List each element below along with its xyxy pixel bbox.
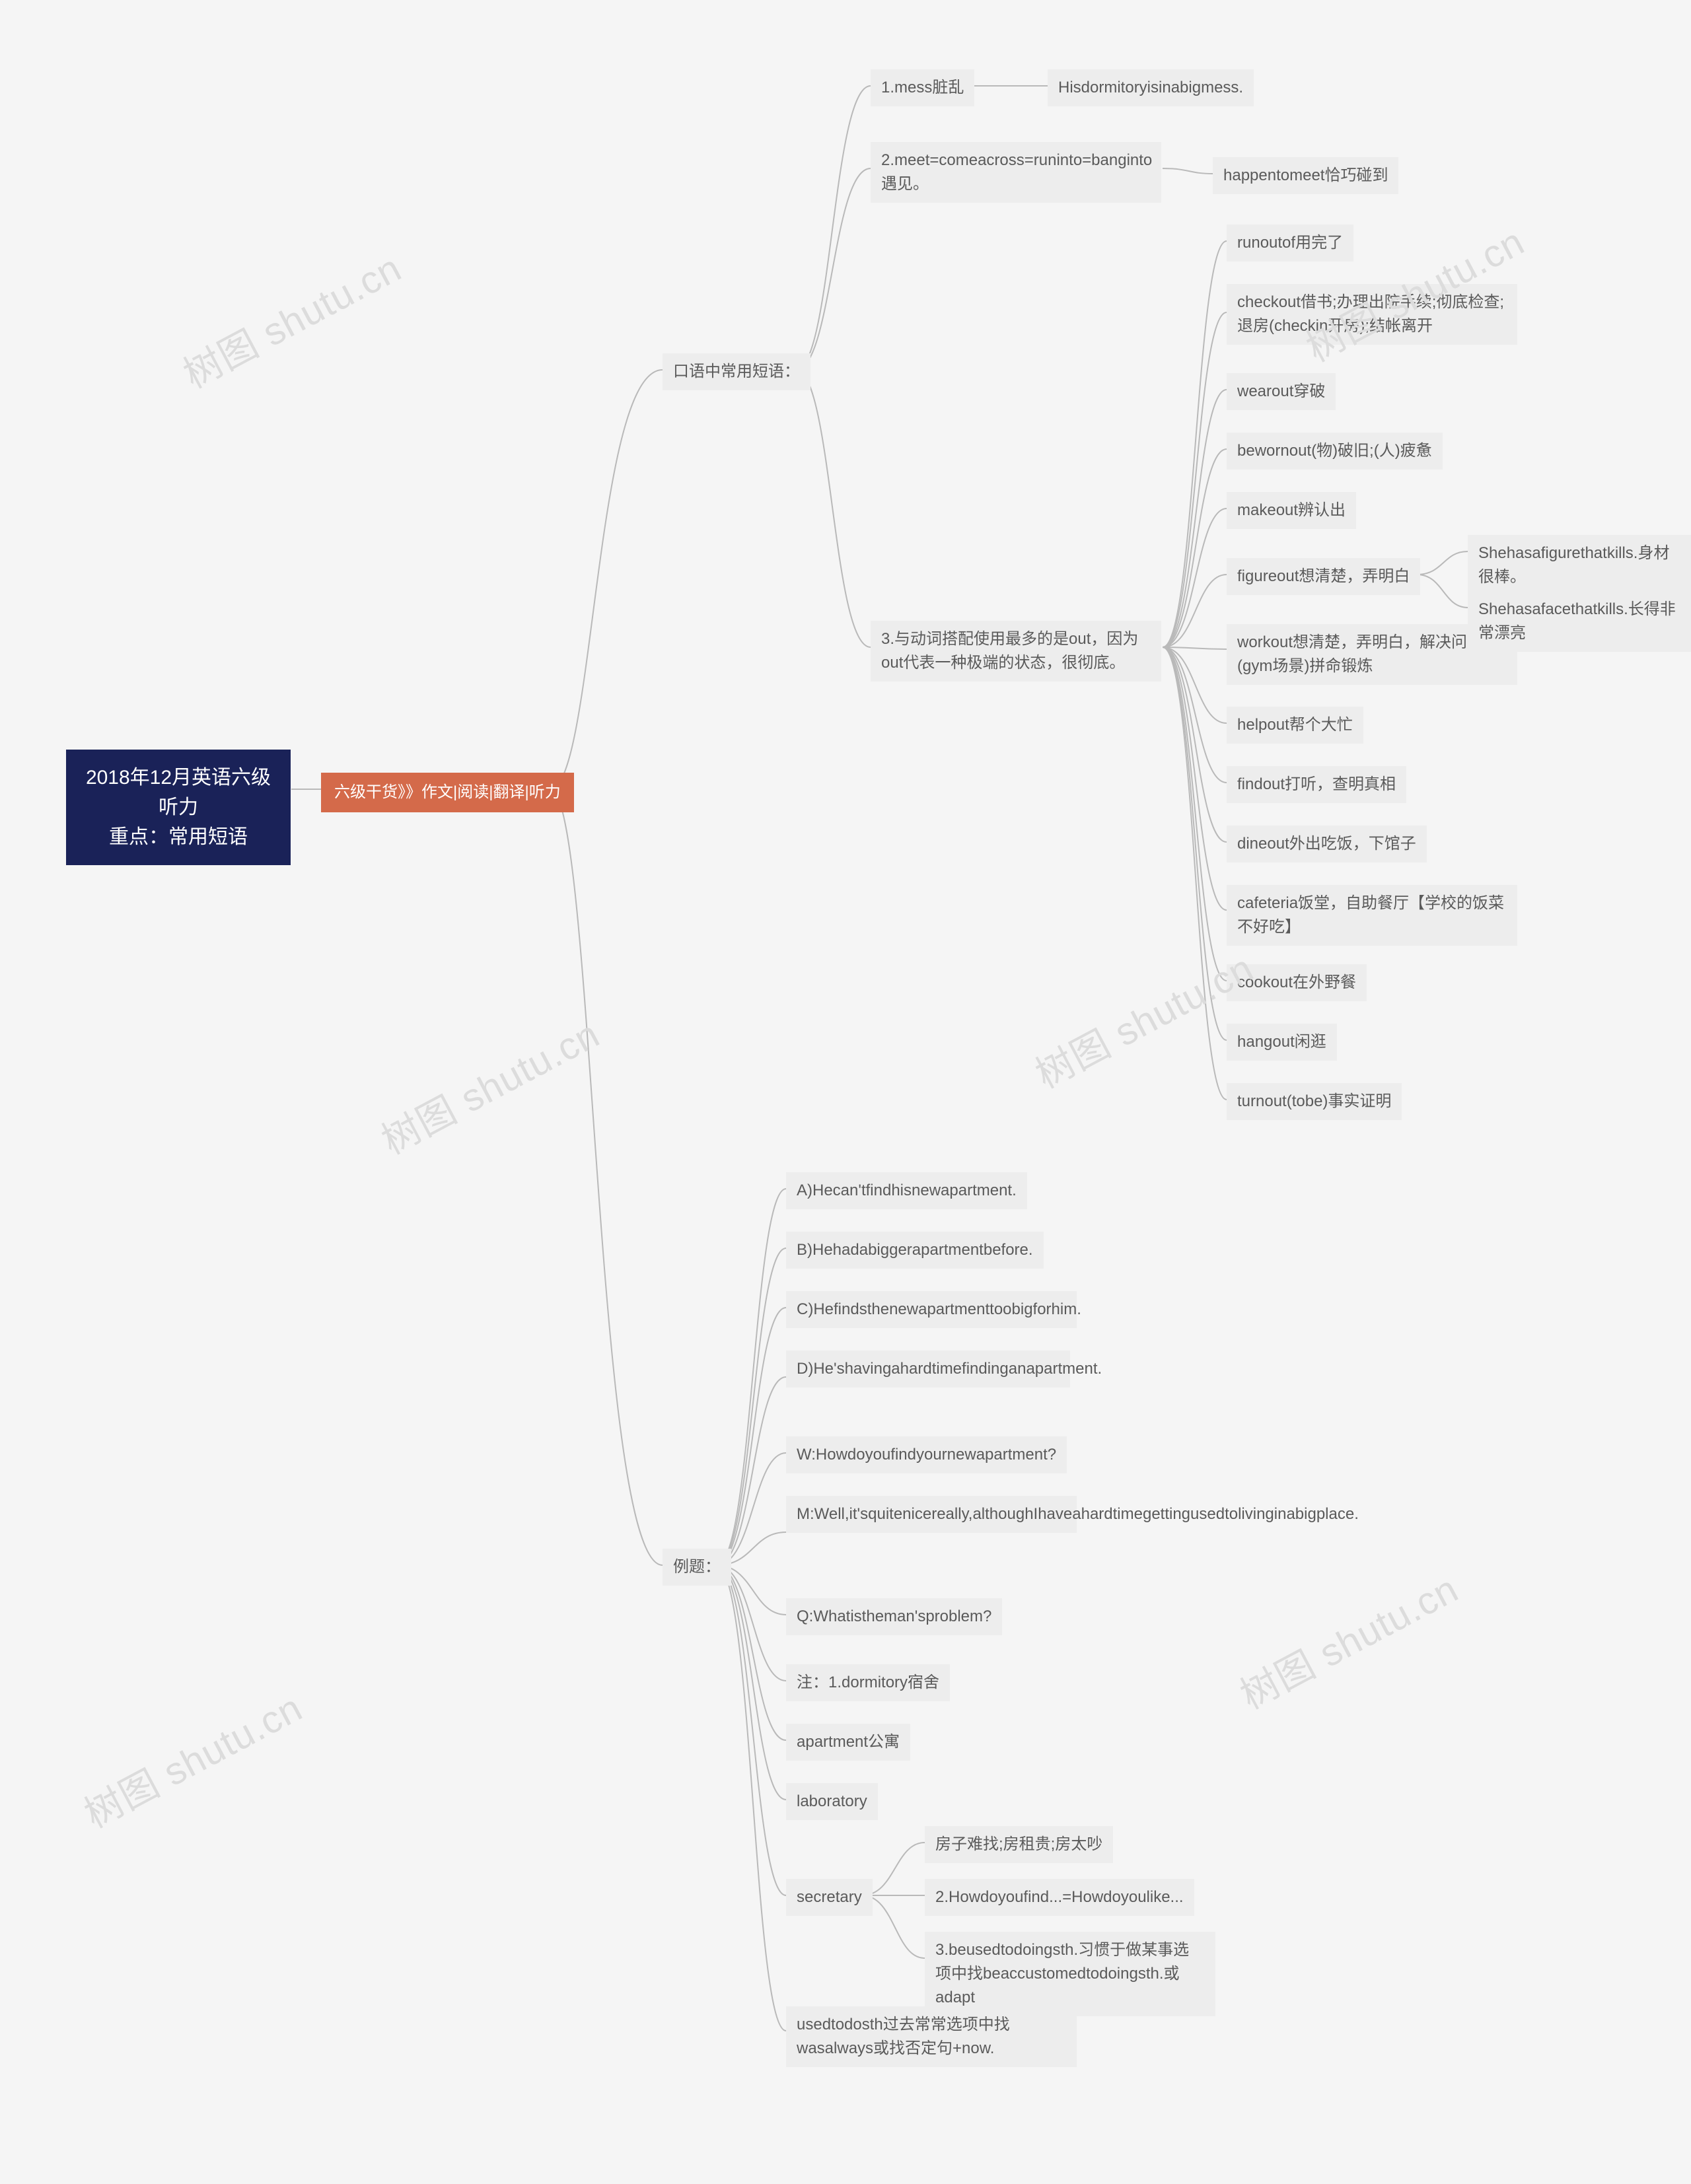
b2-item-0[interactable]: A)Hecan'tfindhisnewapartment. <box>786 1172 1027 1209</box>
b2-item-5[interactable]: M:Well,it'squitenicereally,althoughIhave… <box>786 1496 1077 1533</box>
n3-item-4[interactable]: makeout辨认出 <box>1227 492 1356 529</box>
watermark: 树图 shutu.cn <box>73 1677 310 1839</box>
n3-item-8[interactable]: findout打听，查明真相 <box>1227 766 1406 803</box>
root-line2: 重点：常用短语 <box>109 826 248 848</box>
b2-item-1[interactable]: B)Hehadabiggerapartmentbefore. <box>786 1232 1044 1269</box>
n3-item-5[interactable]: figureout想清楚，弄明白 <box>1227 558 1420 595</box>
n3-item-9[interactable]: dineout外出吃饭，下馆子 <box>1227 826 1427 863</box>
figureout-child-0[interactable]: Shehasafigurethatkills.身材很棒。 <box>1468 535 1691 596</box>
b2-item-2[interactable]: C)Hefindsthenewapartmenttoobigforhim. <box>786 1291 1077 1328</box>
secretary-child-2[interactable]: 3.beusedtodoingsth.习惯于做某事选项中找beaccustome… <box>925 1932 1215 2016</box>
c1-node[interactable]: 六级干货》》作文|阅读|翻译|听力 <box>321 773 574 812</box>
n3-item-10[interactable]: cafeteria饭堂，自助餐厅【学校的饭菜不好吃】 <box>1227 885 1517 946</box>
n3-item-1[interactable]: checkout借书;办理出院手续;彻底检查;退房(checkin开房);结帐离… <box>1227 284 1517 345</box>
b2-item-8[interactable]: apartment公寓 <box>786 1724 910 1761</box>
mindmap-canvas: 2018年12月英语六级听力 重点：常用短语 六级干货》》作文|阅读|翻译|听力… <box>0 0 1691 2184</box>
b2-item-4[interactable]: W:Howdoyoufindyournewapartment? <box>786 1436 1067 1473</box>
b2-item-9[interactable]: laboratory <box>786 1783 878 1820</box>
figureout-child-1[interactable]: Shehasafacethatkills.长得非常漂亮 <box>1468 591 1691 652</box>
b2-item-7[interactable]: 注：1.dormitory宿舍 <box>786 1664 950 1701</box>
n3-item-12[interactable]: hangout闲逛 <box>1227 1024 1337 1061</box>
b1-n2[interactable]: 2.meet=comeacross=runinto=banginto遇见。 <box>871 142 1161 203</box>
watermark: 树图 shutu.cn <box>1025 938 1262 1099</box>
watermark: 树图 shutu.cn <box>172 238 410 399</box>
root-node[interactable]: 2018年12月英语六级听力 重点：常用短语 <box>66 750 291 865</box>
n3-item-11[interactable]: cookout在外野餐 <box>1227 964 1367 1001</box>
b1-label[interactable]: 口语中常用短语： <box>663 353 810 390</box>
n3-item-13[interactable]: turnout(tobe)事实证明 <box>1227 1083 1402 1120</box>
b2-item-10[interactable]: secretary <box>786 1879 873 1916</box>
n3-item-7[interactable]: helpout帮个大忙 <box>1227 707 1363 744</box>
b1-n1-child[interactable]: Hisdormitoryisinabigmess. <box>1048 69 1254 106</box>
secretary-child-1[interactable]: 2.Howdoyoufind...=Howdoyoulike... <box>925 1879 1194 1916</box>
b1-n2-child[interactable]: happentomeet恰巧碰到 <box>1213 157 1398 194</box>
b2-label[interactable]: 例题： <box>663 1549 731 1586</box>
n3-item-2[interactable]: wearout穿破 <box>1227 373 1336 410</box>
watermark: 树图 shutu.cn <box>371 1004 608 1165</box>
b1-n3[interactable]: 3.与动词搭配使用最多的是out，因为out代表一种极端的状态，很彻底。 <box>871 621 1161 682</box>
n3-item-3[interactable]: bewornout(物)破旧;(人)疲惫 <box>1227 433 1443 470</box>
secretary-child-0[interactable]: 房子难找;房租贵;房太吵 <box>925 1826 1113 1863</box>
watermark: 树图 shutu.cn <box>1229 1559 1466 1720</box>
b2-item-6[interactable]: Q:Whatistheman'sproblem? <box>786 1598 1002 1635</box>
root-line1: 2018年12月英语六级听力 <box>86 767 271 818</box>
b1-n1[interactable]: 1.mess脏乱 <box>871 69 974 106</box>
b2-item-3[interactable]: D)He'shavingahardtimefindinganapartment. <box>786 1351 1070 1388</box>
n3-item-0[interactable]: runoutof用完了 <box>1227 225 1353 262</box>
